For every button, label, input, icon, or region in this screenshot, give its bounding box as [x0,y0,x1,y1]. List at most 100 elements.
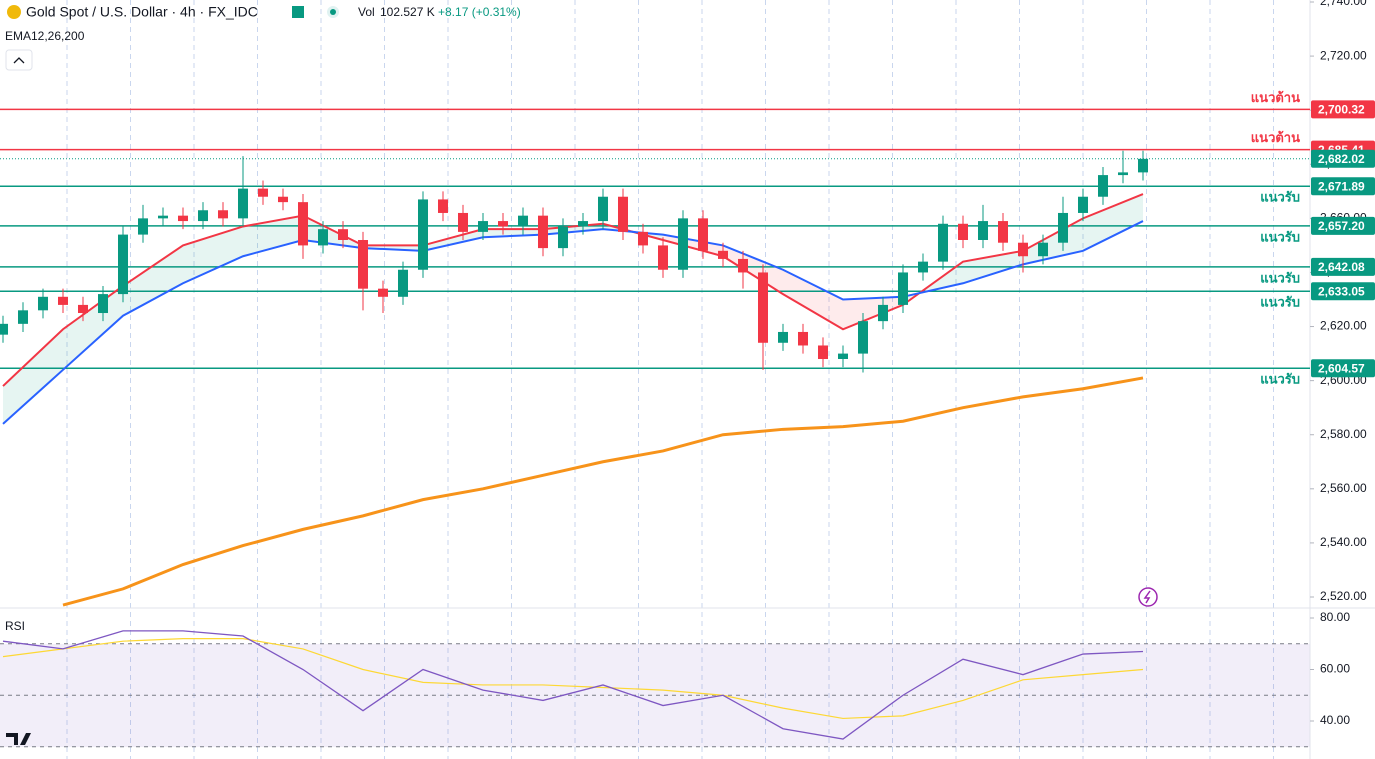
collapse-button[interactable] [5,49,33,71]
candle-body [278,196,288,203]
level-tag [1311,359,1375,378]
candle-body [18,310,28,324]
candle-body [518,215,528,227]
candle-body [1018,242,1028,257]
y-tick-label: 2,520.00 [1320,589,1367,603]
rsi-tick-label: 80.00 [1320,610,1350,624]
level-tag-label: 2,700.32 [1318,102,1365,116]
rsi-ma-line [2,637,1144,720]
level-name: แนวต้าน [1251,90,1300,105]
candle-body [438,199,448,213]
chart-title: Gold Spot / U.S. Dollar · 4h · FX_IDC [26,4,258,20]
candle-body [918,261,928,273]
candle-body [998,221,1008,243]
market-flag [292,6,304,18]
level-tag [1311,100,1375,119]
level-tag [1311,177,1375,196]
candle-body [718,250,728,259]
ema-line [2,220,1144,425]
candle-body [738,258,748,273]
candle-body [138,218,148,235]
candle-body [398,269,408,297]
candle-body [558,226,568,249]
candle-body [458,212,468,232]
candle-body [1098,175,1108,197]
level-tag [1311,257,1375,276]
candle-body [818,345,828,359]
candle-body [838,353,848,359]
candle-body [338,229,348,240]
candle-body [498,221,508,227]
candle-body [298,202,308,246]
last-price-label: 2,682.02 [1318,152,1365,166]
y-tick-label: 2,540.00 [1320,535,1367,549]
level-name: แนวรับ [1260,190,1300,205]
ema-cloud [783,269,843,330]
level-tag-label: 2,657.20 [1318,219,1365,233]
candle-body [158,215,168,219]
status-dot-inner [330,9,336,15]
candle-body [538,215,548,249]
y-tick-label: 2,580.00 [1320,427,1367,441]
ema-cloud [423,229,483,251]
candle-body [58,296,68,305]
candle-body [938,223,948,262]
candle-body [758,272,768,343]
candle-body [658,245,668,270]
y-tick-label: 2,720.00 [1320,48,1367,62]
candle-body [1078,196,1088,213]
ema-line [62,376,1144,607]
candle-body [778,331,788,343]
candle-body [78,304,88,314]
candle-body [858,321,868,354]
candle-body [678,218,688,270]
level-name: แนวรับ [1260,229,1300,244]
ema-cloud [1083,194,1143,251]
level-name: แนวรับ [1260,295,1300,310]
level-name: แนวรับ [1260,270,1300,285]
candle-body [418,199,428,270]
rsi-tick-label: 40.00 [1320,713,1350,727]
ema-cloud [123,245,183,316]
candle-body [238,188,248,219]
candle-body [978,221,988,240]
level-tag-label: 2,642.08 [1318,260,1365,274]
volume-value: 102.527 K [380,5,435,19]
level-tag [1311,282,1375,301]
candle-body [598,196,608,222]
candle-body [1038,242,1048,257]
candle-body [1118,172,1128,176]
symbol-icon [7,5,21,19]
bolt-icon [1143,590,1151,604]
ema-cloud [903,261,963,305]
candle-body [378,288,388,297]
candle-body [358,240,368,289]
rsi-line [2,630,1144,740]
candle-body [698,218,708,251]
candle-body [0,323,8,335]
candle-body [258,188,268,197]
candle-body [178,215,188,222]
candle-body [98,294,108,314]
rsi-label: RSI [5,619,25,633]
candle-body [218,210,228,219]
ema-line [2,193,1144,387]
candle-body [798,331,808,346]
level-name: แนวรับ [1260,372,1300,387]
level-tag-label: 2,671.89 [1318,179,1365,193]
candle-body [578,221,588,227]
candle-body [478,221,488,232]
candle-body [618,196,628,232]
candle-body [878,304,888,322]
candle-body [1138,158,1148,173]
alert-icon[interactable] [1138,587,1158,607]
candle-body [318,229,328,246]
logo [6,733,31,745]
time-grid [66,0,1274,759]
candle-body [118,234,128,295]
candle-body [638,231,648,246]
candle-body [898,272,908,305]
candle-body [38,296,48,311]
level-tag-label: 2,604.57 [1318,361,1365,375]
